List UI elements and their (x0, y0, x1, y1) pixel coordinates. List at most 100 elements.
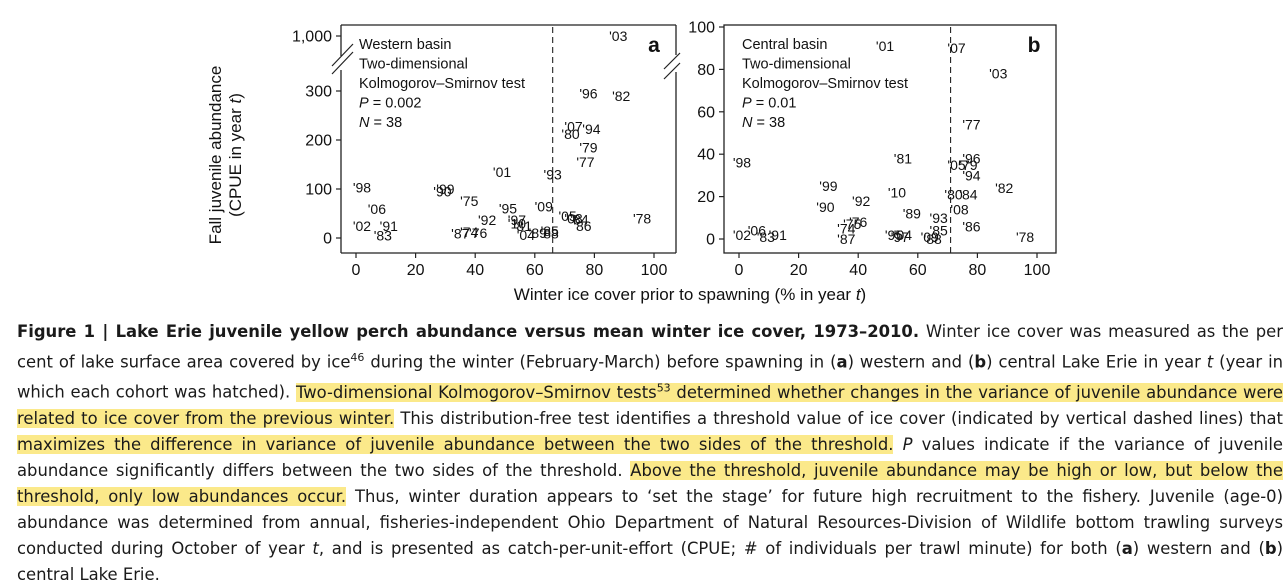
data-point-label: '75 (843, 216, 861, 232)
data-point-label: '95 (885, 227, 903, 243)
data-point-label: '09 (921, 229, 939, 245)
data-point-label: '85 (541, 223, 559, 239)
highlight-text: Two-dimensional Kolmogorov–Smirnov tests (295, 382, 657, 402)
data-point-label: '93 (544, 166, 562, 182)
caption-text: This distribution-free test identifies a… (394, 408, 1283, 428)
x-tick-label: 80 (969, 262, 987, 279)
data-point-label: '84 (570, 211, 588, 227)
annotation-text: Western basin (359, 37, 451, 53)
x-tick-label: 0 (735, 262, 744, 279)
highlight-text: determined whether changes in the varian… (17, 382, 1283, 428)
data-point-label: '91 (380, 218, 398, 234)
figure-1: 0 20 40 60 80 100 0 100 200 300 1,000 a Western basi… (206, 20, 1057, 304)
caption-text: Winter ice cover was measured as the per… (17, 322, 1283, 372)
y-tick-label: 300 (305, 84, 332, 101)
var-t: t (312, 538, 319, 558)
data-point-label: '78 (1016, 229, 1034, 245)
caption-text: , and is presented as catch-per-unit-eff… (318, 538, 1122, 558)
data-point-label: '84 (959, 186, 977, 202)
data-point-label: '80 (561, 126, 579, 142)
x-tick-label: 100 (1024, 262, 1051, 279)
var-t: t (1206, 352, 1214, 372)
data-point-label: '02 (353, 218, 371, 234)
data-point-label: '74 (460, 224, 478, 240)
caption-text: values indicate if the variance of juven… (17, 434, 1283, 480)
data-point-label: '87 (837, 231, 855, 247)
annotation-text: Kolmogorov–Smirnov test (359, 76, 525, 92)
data-point-label: '91 (769, 227, 787, 243)
panel-letter: b (1028, 34, 1041, 57)
annotation-text: Two-dimensional (359, 57, 468, 73)
data-point-label: '04 (894, 227, 912, 243)
data-point-label: '03 (989, 66, 1007, 82)
data-point-label: '79 (959, 157, 977, 173)
data-point-label: '03 (609, 28, 627, 44)
annotation-text: Central basin (742, 37, 827, 53)
data-point-label: '86 (962, 218, 980, 234)
data-point-label: '07 (947, 40, 965, 56)
x-tick-label: 60 (526, 262, 544, 279)
data-point-label: '77 (962, 117, 980, 133)
data-point-label: '89 (529, 225, 547, 241)
x-tick-label: 0 (352, 262, 361, 279)
data-point-label: '98 (353, 180, 371, 196)
panel-ref-a: a (1121, 538, 1133, 558)
data-point-label: '92 (478, 212, 496, 228)
data-point-label: '02 (733, 227, 751, 243)
data-point-label: '76 (849, 214, 867, 230)
panel-ref-a: a (836, 352, 848, 372)
y-tick-label: 80 (697, 62, 715, 79)
data-point-label: '82 (995, 180, 1013, 196)
data-point-label: '10 (508, 215, 526, 231)
data-point-label: '87 (451, 226, 469, 242)
data-point-label: '77 (576, 154, 594, 170)
reference-53: 53 (656, 381, 671, 395)
data-point-label: '96 (579, 85, 597, 101)
caption-text: ) western and ( (1132, 538, 1265, 558)
data-point-label: '01 (493, 164, 511, 180)
data-point-label: '01 (876, 38, 894, 54)
data-point-label: '88 (541, 226, 559, 242)
data-point-label: '88 (924, 231, 942, 247)
data-point-label: '85 (930, 223, 948, 239)
figure-caption: Figure 1 | Lake Erie juvenile yellow per… (17, 319, 1283, 588)
data-point-label: '05 (558, 208, 576, 224)
axis-break-mark (331, 43, 354, 67)
y-tick-label: 200 (305, 133, 332, 150)
data-point-label: '09 (535, 199, 553, 215)
data-point-label: '97 (891, 229, 909, 245)
y-tick-label: 100 (305, 182, 332, 199)
caption-text: during the winter (February-March) befor… (364, 352, 837, 372)
x-axis-label: Winter ice cover prior to spawning (% in… (513, 285, 867, 304)
data-point-label: '75 (460, 193, 478, 209)
data-point-label: '95 (499, 201, 517, 217)
data-point-label: '90 (433, 183, 451, 199)
data-point-label: '97 (508, 212, 526, 228)
data-point-label: '93 (930, 210, 948, 226)
data-point-label: '79 (579, 139, 597, 155)
data-point-label: '07 (564, 118, 582, 134)
x-tick-label: 60 (909, 262, 927, 279)
panel-letter: a (648, 34, 660, 57)
axis-break-mark (663, 52, 681, 70)
data-point-label: '99 (436, 181, 454, 197)
annotation-text: N = 38 (359, 115, 402, 131)
y-tick-label: 20 (697, 189, 715, 206)
caption-text (893, 435, 902, 454)
data-point-label: '76 (469, 225, 487, 241)
y-axis-label: Fall juvenile abundance (CPUE in year t) (206, 30, 246, 280)
x-tick-label: 100 (641, 262, 668, 279)
data-point-label: '83 (757, 229, 775, 245)
data-point-label: '98 (733, 155, 751, 171)
data-point-label: '10 (888, 184, 906, 200)
x-tick-label: 40 (466, 262, 484, 279)
data-point-label: '82 (612, 88, 630, 104)
data-point-label: '96 (962, 150, 980, 166)
x-tick-label: 80 (586, 262, 604, 279)
y-tick-label: 0 (706, 232, 715, 249)
data-point-label: '99 (819, 178, 837, 194)
data-point-label: '81 (514, 218, 532, 234)
reference-46: 46 (350, 351, 365, 364)
caption-text: ) western and ( (847, 352, 975, 372)
y-tick-label: 1,000 (292, 29, 332, 46)
